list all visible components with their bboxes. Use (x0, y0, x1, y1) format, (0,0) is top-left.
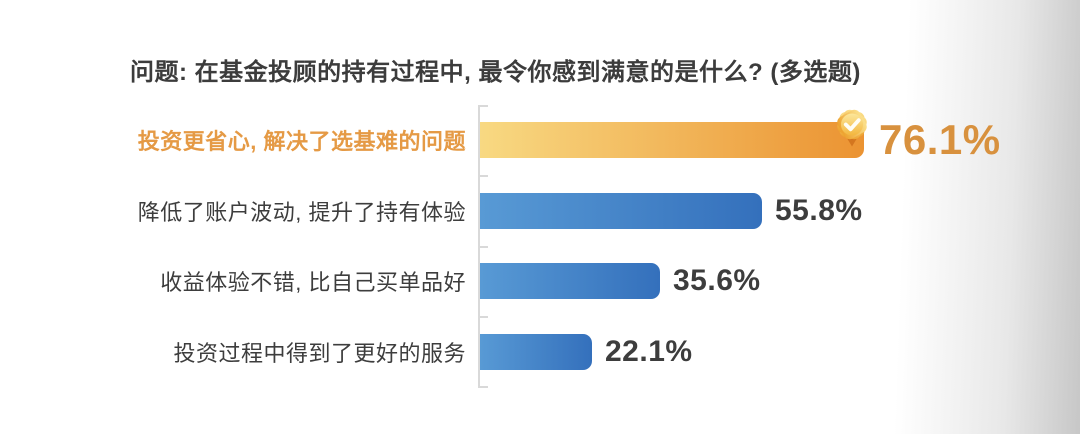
bar-volatility (480, 193, 762, 229)
category-label: 收益体验不错, 比自己买单品好 (160, 270, 466, 295)
value-label: 35.6% (673, 264, 761, 297)
category-label: 投资过程中得到了更好的服务 (173, 341, 466, 366)
category-label: 降低了账户波动, 提升了持有体验 (137, 200, 466, 225)
medal-check-badge-icon (837, 109, 867, 147)
bar-row-service: 投资过程中得到了更好的服务 22.1% (0, 334, 693, 370)
bar-row-returns: 收益体验不错, 比自己买单品好 35.6% (0, 263, 761, 299)
axis-tick (479, 316, 488, 318)
value-label: 76.1% (879, 116, 1001, 163)
value-label: 22.1% (605, 335, 693, 368)
bar-row-investment-ease: 投资更省心, 解决了选基难的问题 (0, 109, 1001, 163)
axis-tick (479, 175, 488, 177)
axis-tick (479, 386, 488, 388)
axis-tick (479, 246, 488, 248)
category-label: 投资更省心, 解决了选基难的问题 (137, 129, 466, 154)
axis-tick (479, 105, 488, 107)
value-label: 55.8% (775, 194, 863, 227)
bar-service (480, 334, 592, 370)
bar-returns (480, 263, 660, 299)
bar-row-volatility: 降低了账户波动, 提升了持有体验 55.8% (0, 193, 863, 229)
chart-title: 问题: 在基金投顾的持有过程中, 最令你感到满意的是什么? (多选题) (130, 59, 861, 86)
bar-investment-ease (480, 109, 867, 158)
